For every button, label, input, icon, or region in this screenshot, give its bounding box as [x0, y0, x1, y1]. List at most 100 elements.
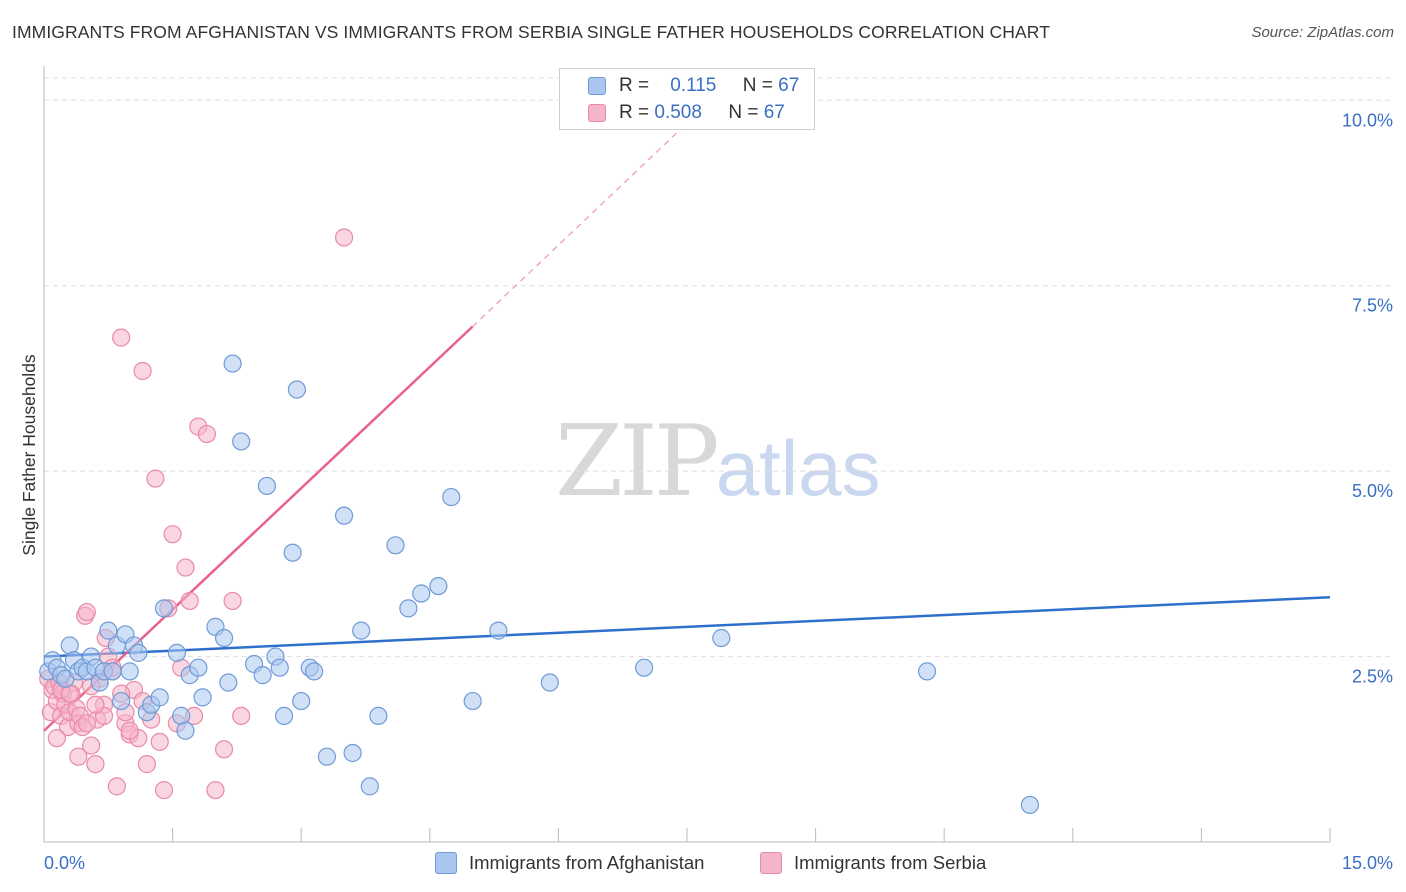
- afghanistan-point: [232, 432, 251, 451]
- afghanistan-point: [304, 662, 324, 681]
- r-label: R =: [619, 102, 650, 123]
- afghanistan-point: [429, 576, 448, 596]
- serbia-point: [107, 777, 126, 796]
- afghanistan-point: [257, 476, 277, 496]
- serbia-trend-extension: [472, 114, 697, 328]
- serbia-point: [197, 424, 216, 444]
- r-value: 0.115: [670, 75, 717, 96]
- legend-label-serbia: Immigrants from Serbia: [794, 852, 987, 873]
- serbia-point: [150, 732, 169, 751]
- serbia-legend-swatch: [760, 852, 782, 874]
- serbia-point: [69, 747, 88, 766]
- serbia-point: [154, 780, 174, 800]
- axis-layer: [43, 66, 1331, 843]
- afghanistan-point: [442, 487, 461, 507]
- afghanistan-point: [176, 721, 195, 740]
- afghanistan-point: [917, 662, 937, 681]
- afghanistan-point: [1020, 795, 1040, 815]
- points-layer: [39, 228, 1040, 815]
- x-tick-label: 15.0%: [1342, 853, 1393, 873]
- y-tick-label: 10.0%: [1342, 110, 1393, 130]
- afghanistan-point: [463, 691, 482, 711]
- n-label: N =: [742, 75, 773, 96]
- afghanistan-point: [99, 621, 118, 640]
- afghanistan-point: [412, 584, 431, 603]
- serbia-point: [112, 328, 131, 347]
- afghanistan-point: [352, 621, 371, 640]
- watermark-atlas: atlas: [715, 424, 881, 512]
- afghanistan-point: [253, 666, 272, 685]
- serbia-point: [86, 695, 105, 714]
- afghanistan-point: [167, 643, 186, 662]
- afghanistan-point: [214, 628, 234, 648]
- afghanistan-point: [287, 380, 307, 399]
- serbia-point: [180, 591, 199, 611]
- serbia-point: [77, 602, 96, 622]
- afghanistan-point: [489, 621, 508, 640]
- afghanistan-point: [120, 662, 139, 681]
- legend-item-serbia: Immigrants from Serbia: [760, 852, 986, 874]
- afghanistan-point: [369, 706, 388, 726]
- afghanistan-point: [635, 658, 654, 677]
- legend-label-afghanistan: Immigrants from Afghanistan: [469, 852, 705, 873]
- serbia-point: [86, 755, 105, 774]
- y-axis-title: Single Father Households: [19, 354, 39, 556]
- chart-title: IMMIGRANTS FROM AFGHANISTAN VS IMMIGRANT…: [12, 22, 1050, 42]
- serbia-point: [214, 740, 234, 759]
- grid-layer: [44, 77, 1392, 658]
- serbia-point: [334, 228, 354, 247]
- y-tick-label: 2.5%: [1352, 667, 1393, 687]
- serbia-point: [176, 558, 195, 577]
- watermark-zip: ZIP: [555, 405, 720, 519]
- afghanistan-point: [129, 643, 148, 662]
- afghanistan-point: [334, 506, 354, 525]
- legend-item-afghanistan: Immigrants from Afghanistan: [435, 852, 704, 874]
- trend-layer: [43, 114, 1331, 732]
- serbia-point: [137, 755, 156, 774]
- serbia-point: [120, 721, 139, 740]
- afghanistan-point: [103, 662, 122, 681]
- serbia-point: [133, 361, 152, 381]
- serbia-point: [77, 714, 96, 733]
- afghanistan-point: [154, 599, 174, 618]
- serbia-point: [163, 525, 182, 544]
- afghanistan-point: [193, 688, 212, 707]
- afghanistan-point: [189, 658, 208, 677]
- afghanistan-point: [386, 536, 405, 555]
- source-label: Source: ZipAtlas.com: [1251, 24, 1394, 41]
- stats-legend-row-serbia: R = 0.508 N = 67: [588, 100, 785, 126]
- afghanistan-point: [219, 673, 238, 692]
- x-tick-label: 0.0%: [44, 853, 85, 873]
- serbia-point: [82, 736, 101, 755]
- afghanistan-point: [399, 599, 418, 618]
- r-label: R =: [619, 75, 650, 96]
- n-value: 67: [763, 102, 785, 123]
- afghanistan-point: [274, 706, 294, 726]
- afghanistan-point: [292, 691, 311, 711]
- stats-legend: R = 0.115 N = 67 R = 0.508 N = 67: [559, 68, 815, 130]
- afghanistan-point: [283, 543, 302, 562]
- serbia-point: [206, 780, 225, 800]
- afghanistan-point: [112, 691, 131, 711]
- n-label: N =: [728, 102, 759, 123]
- serbia-point: [146, 469, 165, 488]
- y-tick-label: 5.0%: [1352, 481, 1393, 501]
- zipatlas-watermark: ZIPatlas: [555, 405, 881, 519]
- afghanistan-point: [223, 354, 242, 373]
- afghanistan-point: [343, 743, 362, 763]
- y-tick-label: 7.5%: [1352, 296, 1393, 316]
- afghanistan-legend-swatch: [435, 852, 457, 874]
- serbia-point: [47, 729, 66, 748]
- label-layer: 2.5% 5.0% 7.5% 10.0% 0.0% 15.0% Single Father …: [19, 110, 1393, 873]
- afghanistan-swatch: [588, 77, 606, 95]
- afghanistan-point: [360, 777, 379, 796]
- serbia-point: [223, 591, 242, 611]
- afghanistan-trend-line: [43, 595, 1331, 658]
- afghanistan-point: [270, 658, 289, 677]
- afghanistan-point: [150, 688, 169, 707]
- afghanistan-point: [317, 747, 337, 766]
- afghanistan-point: [540, 673, 559, 692]
- stats-legend-row-afghanistan: R = 0.115 N = 67: [588, 73, 799, 99]
- r-value: 0.508: [654, 102, 702, 123]
